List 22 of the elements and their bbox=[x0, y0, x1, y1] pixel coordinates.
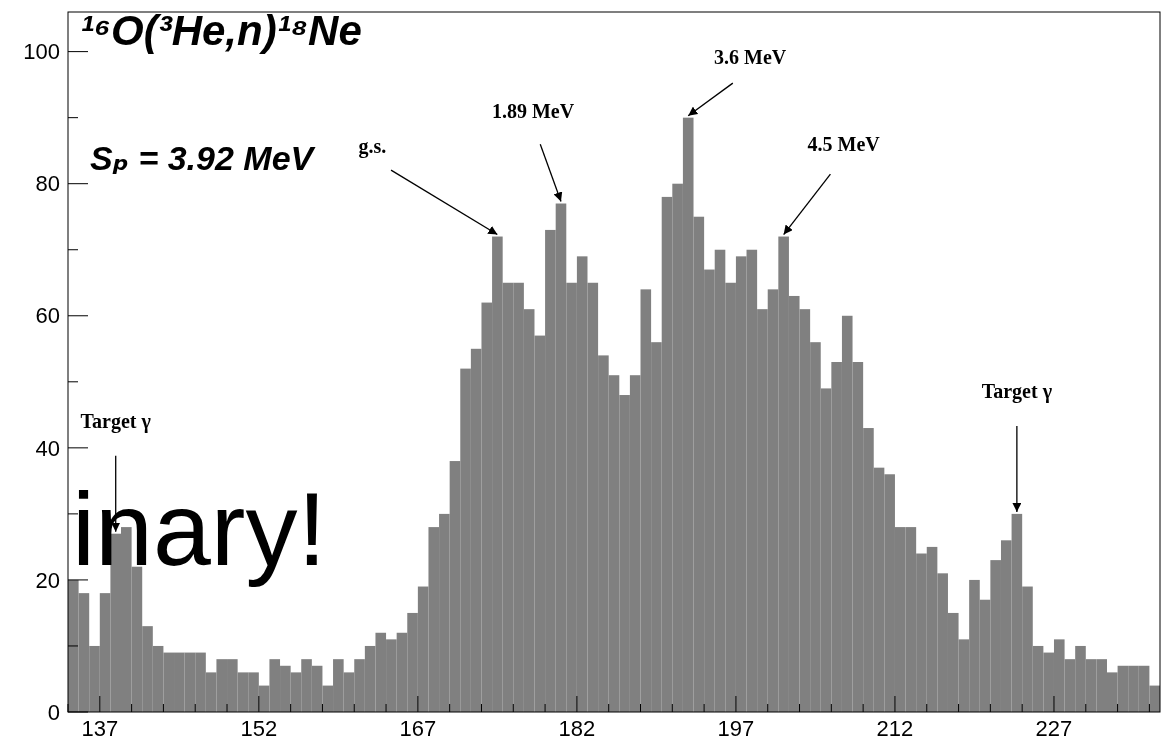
y-tick-label: 80 bbox=[35, 171, 60, 197]
annotation: inary! bbox=[72, 471, 327, 587]
y-tick-label: 60 bbox=[35, 303, 60, 329]
annotation: Target γ bbox=[80, 409, 152, 433]
x-tick-label: 182 bbox=[558, 716, 596, 741]
y-tick-label: 40 bbox=[35, 435, 60, 461]
annotation: g.s. bbox=[358, 134, 387, 158]
x-tick-label: 167 bbox=[399, 716, 437, 741]
x-tick-label: 227 bbox=[1035, 716, 1073, 741]
chart-title: ¹⁶O(³He,n)¹⁸Ne bbox=[80, 7, 362, 54]
annotation: Target γ bbox=[981, 379, 1053, 403]
x-tick-label: 212 bbox=[876, 716, 914, 741]
y-tick-label: 20 bbox=[35, 567, 60, 593]
annotation: 4.5 MeV bbox=[807, 132, 881, 155]
annotation: 3.6 MeV bbox=[714, 45, 787, 68]
x-tick-label: 152 bbox=[240, 716, 278, 741]
y-tick-label: 0 bbox=[47, 699, 60, 725]
annotation: 1.89 MeV bbox=[491, 99, 575, 122]
annotation: Sₚ = 3.92 MeV bbox=[90, 139, 317, 177]
x-tick-label: 137 bbox=[81, 716, 119, 741]
x-tick-label: 197 bbox=[717, 716, 755, 741]
y-tick-label: 100 bbox=[23, 39, 60, 65]
